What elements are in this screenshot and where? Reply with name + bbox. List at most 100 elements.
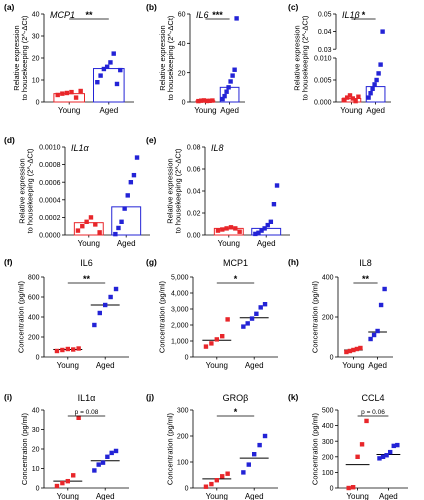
- data-point-aged: [228, 79, 233, 84]
- y-tick-label: 0: [182, 100, 186, 107]
- y-tick-label: 0.0002: [39, 215, 61, 222]
- data-point-aged: [96, 462, 101, 467]
- data-point-aged: [230, 73, 235, 78]
- data-point-young: [78, 88, 83, 94]
- data-point-young: [75, 228, 81, 233]
- data-point-young: [359, 442, 365, 447]
- data-point-young: [237, 229, 242, 234]
- y-tick-label: 0: [36, 100, 40, 107]
- panel-label: (k): [288, 392, 299, 402]
- data-point-young: [350, 485, 356, 490]
- chart-title: IL1α: [71, 143, 90, 153]
- y-tick-label: 0.02: [187, 211, 201, 218]
- data-point-aged: [100, 460, 106, 465]
- data-point-young: [69, 89, 74, 95]
- panel-d: (d) 0.0000 0.0002 0.0004 0.0006 0.0008 0.0010 R…: [4, 135, 150, 248]
- y-tick-label: 30: [32, 427, 40, 434]
- data-point-young: [347, 348, 353, 354]
- data-point-aged: [113, 286, 119, 292]
- y-tick-label: 0.06: [187, 167, 201, 174]
- data-point-aged: [111, 51, 116, 56]
- data-point-young: [97, 230, 102, 235]
- y-axis-title: Concentration (pg/ml): [158, 280, 167, 353]
- x-tick-label: Young: [57, 492, 79, 500]
- y-axis-label: Relative expression: [165, 158, 174, 223]
- panel-label: (a): [4, 2, 15, 12]
- data-point-young: [54, 348, 60, 354]
- panel-c: (c) 0.000 0.005 0.010 0.03 0.04 0.05 Relative e…: [288, 2, 391, 115]
- data-point-aged: [232, 67, 237, 72]
- y-tick-label: 0.010: [314, 56, 332, 63]
- y-tick-label: 0.04: [187, 189, 201, 196]
- x-tick-label: Young: [194, 106, 216, 115]
- data-point-aged: [256, 230, 261, 235]
- data-point-young: [344, 349, 349, 355]
- data-point-young: [93, 222, 98, 227]
- y-tick-label: 0.00: [187, 233, 201, 240]
- data-point-young: [210, 98, 215, 103]
- data-point-aged: [222, 93, 227, 99]
- bar-aged: [111, 206, 142, 236]
- y-axis-label: Relative expression: [158, 25, 167, 90]
- data-point-young: [344, 95, 350, 100]
- y-tick-label: 1,000: [171, 339, 189, 346]
- x-tick-label: Aged: [220, 106, 239, 115]
- y-tick-label: 3,000: [171, 307, 189, 314]
- y-tick-label: 800: [28, 275, 40, 282]
- data-point-young: [64, 90, 70, 96]
- data-point-young: [73, 95, 79, 100]
- data-point-aged: [105, 454, 110, 459]
- bar-aged: [93, 68, 125, 103]
- x-tick-label: Aged: [99, 106, 118, 115]
- y-axis-title: Concentration (pg/ml): [165, 412, 174, 485]
- data-point-young: [60, 480, 65, 486]
- data-point-young: [71, 347, 76, 352]
- y-axis-title: Concentration (pg/ml): [310, 280, 319, 353]
- data-point-young: [214, 478, 219, 483]
- panel-e: (e) 0.00 0.02 0.04 0.06 0.08 Relative expressi…: [146, 135, 290, 248]
- data-point-aged: [374, 77, 379, 83]
- significance-label: *: [234, 407, 238, 417]
- y-axis-title: Relative expression to housekeeping (2^-Δ…: [158, 15, 175, 100]
- data-point-aged: [378, 62, 383, 67]
- x-tick-label: Young: [206, 492, 228, 500]
- data-point-young: [233, 226, 238, 231]
- y-axis-title: Relative expression to housekeeping (2^-Δ…: [293, 15, 310, 100]
- significance-label: p = 0.08: [75, 409, 99, 416]
- data-point-aged: [253, 231, 258, 237]
- chart-title: IL1β: [342, 10, 360, 20]
- y-tick-label: 40: [32, 12, 40, 19]
- y-axis-title: Concentration (pg/ml): [20, 412, 29, 485]
- data-point-aged: [387, 449, 393, 455]
- data-point-young: [76, 415, 81, 420]
- data-point-young: [203, 484, 209, 489]
- data-point-aged: [113, 448, 119, 454]
- data-point-aged: [382, 286, 387, 292]
- y-tick-label: 4,000: [171, 291, 189, 298]
- data-point-aged: [97, 310, 102, 316]
- data-point-young: [220, 334, 225, 339]
- y-tick-label: 300: [322, 439, 334, 446]
- data-point-aged: [366, 95, 371, 100]
- data-point-aged: [265, 222, 270, 228]
- data-point-aged: [104, 64, 110, 69]
- y-tick-label: 200: [28, 335, 40, 342]
- data-point-aged: [380, 29, 385, 34]
- y-tick-label: 0.005: [314, 78, 332, 85]
- data-point-aged: [376, 71, 381, 76]
- y-axis-label: Relative expression: [12, 25, 21, 90]
- y-axis-title: Concentration (pg/ml): [16, 280, 25, 353]
- data-point-aged: [268, 219, 274, 224]
- y-tick-label: 0.03: [318, 47, 332, 54]
- y-tick-label: 0.05: [318, 12, 332, 19]
- y-axis-label: to housekeeping (2^-ΔCt): [20, 15, 29, 100]
- significance-label: **: [362, 274, 370, 284]
- y-tick-label: 0.0004: [39, 197, 61, 204]
- y-tick-label: 300: [177, 408, 189, 415]
- data-point-young: [350, 96, 356, 101]
- data-point-aged: [128, 180, 134, 185]
- data-point-aged: [257, 442, 262, 448]
- y-axis-label: Relative expression: [293, 25, 302, 90]
- data-point-young: [225, 317, 230, 322]
